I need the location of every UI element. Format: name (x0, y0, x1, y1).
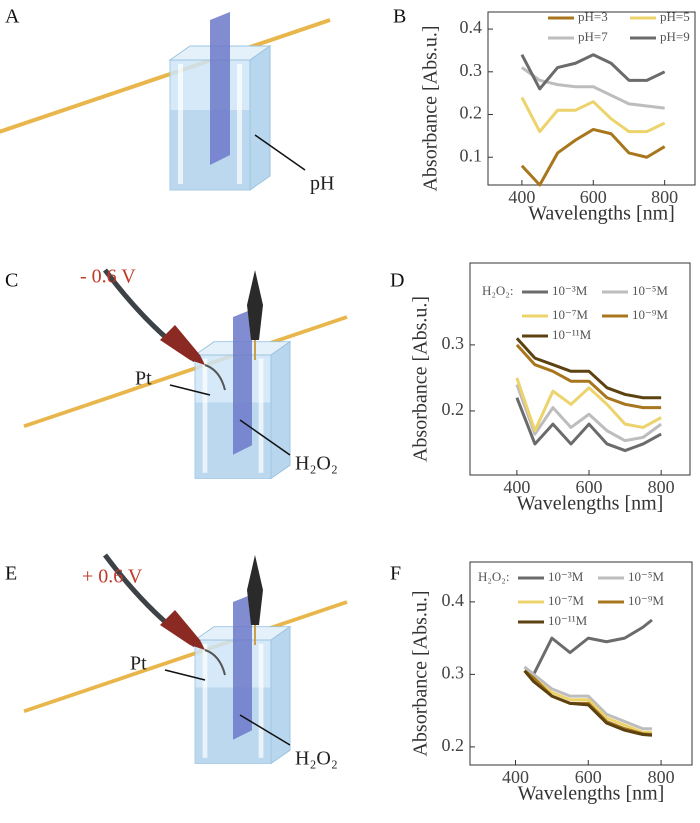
legend-title: H₂O₂: (478, 569, 509, 584)
legend-label: pH=3 (578, 9, 608, 24)
y-tick-label: 0.2 (442, 735, 465, 755)
x-axis-label: Wavelengths [nm] (517, 493, 664, 515)
annotation: Pt (135, 368, 152, 390)
y-axis-label: Absorbance [Abs.u.] (420, 25, 442, 191)
legend-label: 10⁻⁷M (552, 307, 588, 322)
arrow (169, 384, 211, 396)
y-tick-label: 0.4 (460, 17, 483, 37)
x-tick-label: 600 (576, 477, 603, 497)
y-tick-label: 0.3 (460, 60, 483, 80)
series-line (523, 669, 652, 734)
series-line (520, 96, 666, 134)
illustration-e (22, 555, 349, 766)
plot-frame (469, 561, 693, 766)
series-line (523, 618, 653, 676)
x-tick-label: 400 (503, 477, 530, 497)
x-tick-label: 600 (575, 767, 602, 787)
annotation: Pt (130, 653, 147, 675)
x-tick-label: 800 (648, 767, 675, 787)
y-tick-label: 0.3 (442, 333, 465, 353)
y-tick-label: 0.1 (460, 145, 483, 165)
panel-label: F (390, 563, 401, 585)
legend-label: 10⁻³M (548, 569, 584, 584)
legend-label: 10⁻¹¹M (548, 613, 588, 628)
panel-label: E (5, 563, 17, 585)
legend-label: 10⁻⁷M (548, 593, 584, 608)
arrow (239, 714, 291, 746)
panel-label: A (5, 6, 20, 28)
y-tick-label: 0.3 (442, 663, 465, 683)
legend-label: 10⁻⁹M (632, 307, 668, 322)
panel-label: B (393, 6, 406, 28)
voltage-label: + 0.6 V (82, 566, 143, 588)
illustration-c (22, 270, 349, 481)
series-line (515, 337, 662, 400)
legend-label: 10⁻⁵M (628, 569, 664, 584)
series-line (515, 343, 662, 410)
annotation: H₂O₂ (295, 748, 338, 770)
y-tick-label: 0.4 (442, 590, 465, 610)
arrow (164, 669, 206, 681)
arrow (239, 419, 291, 456)
y-axis-label: Absorbance [Abs.u.] (410, 590, 432, 756)
plot-frame (469, 262, 691, 476)
y-tick-label: 0.2 (442, 399, 465, 419)
plot-frame (487, 11, 696, 186)
voltage-label: - 0.6 V (80, 266, 136, 288)
series-line (515, 384, 663, 443)
x-tick-label: 600 (580, 187, 607, 207)
legend-label: 10⁻⁵M (632, 283, 668, 298)
annotation: pH (310, 173, 334, 195)
series-line (520, 53, 666, 91)
legend-label: pH=7 (578, 29, 608, 44)
panel-label: D (390, 270, 404, 292)
legend-label: pH=9 (660, 29, 690, 44)
legend-label: 10⁻³M (552, 283, 588, 298)
series-line (520, 127, 666, 187)
legend-label: 10⁻¹¹M (552, 327, 592, 342)
annotation: H₂O₂ (295, 453, 338, 475)
panel-label: C (5, 270, 18, 292)
x-tick-label: 800 (651, 187, 678, 207)
series-line (523, 665, 652, 731)
series-line (515, 397, 662, 453)
arrow (254, 134, 306, 171)
series-line (515, 377, 662, 433)
y-tick-label: 0.2 (460, 103, 483, 123)
legend-label: pH=5 (660, 9, 690, 24)
legend-label: 10⁻⁹M (628, 593, 664, 608)
x-tick-label: 800 (648, 477, 675, 497)
x-tick-label: 400 (502, 767, 529, 787)
legend-title: H₂O₂: (482, 283, 513, 298)
x-axis-label: Wavelengths [nm] (528, 203, 675, 225)
x-tick-label: 400 (508, 187, 535, 207)
y-axis-label: Absorbance [Abs.u.] (410, 296, 432, 462)
x-axis-label: Wavelengths [nm] (518, 783, 665, 805)
series-line (523, 669, 653, 737)
illustration-a (0, 10, 332, 192)
